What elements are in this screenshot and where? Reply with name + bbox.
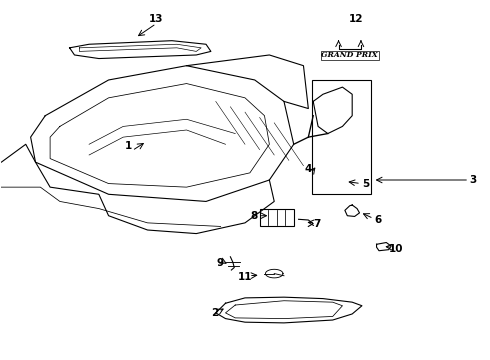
Text: 12: 12 — [349, 14, 364, 23]
Text: 2: 2 — [211, 308, 219, 318]
Text: 3: 3 — [469, 175, 477, 185]
Text: 4: 4 — [305, 164, 312, 174]
Text: 10: 10 — [389, 244, 403, 253]
Text: 7: 7 — [314, 219, 321, 229]
Text: GRAND PRIX: GRAND PRIX — [321, 51, 378, 59]
Text: 5: 5 — [362, 179, 369, 189]
Bar — [312, 80, 371, 194]
Text: 6: 6 — [374, 215, 381, 225]
Text: 13: 13 — [149, 14, 164, 23]
Text: 11: 11 — [238, 272, 252, 282]
Text: 8: 8 — [250, 211, 257, 221]
Text: 1: 1 — [124, 141, 132, 151]
Text: 9: 9 — [216, 258, 223, 268]
